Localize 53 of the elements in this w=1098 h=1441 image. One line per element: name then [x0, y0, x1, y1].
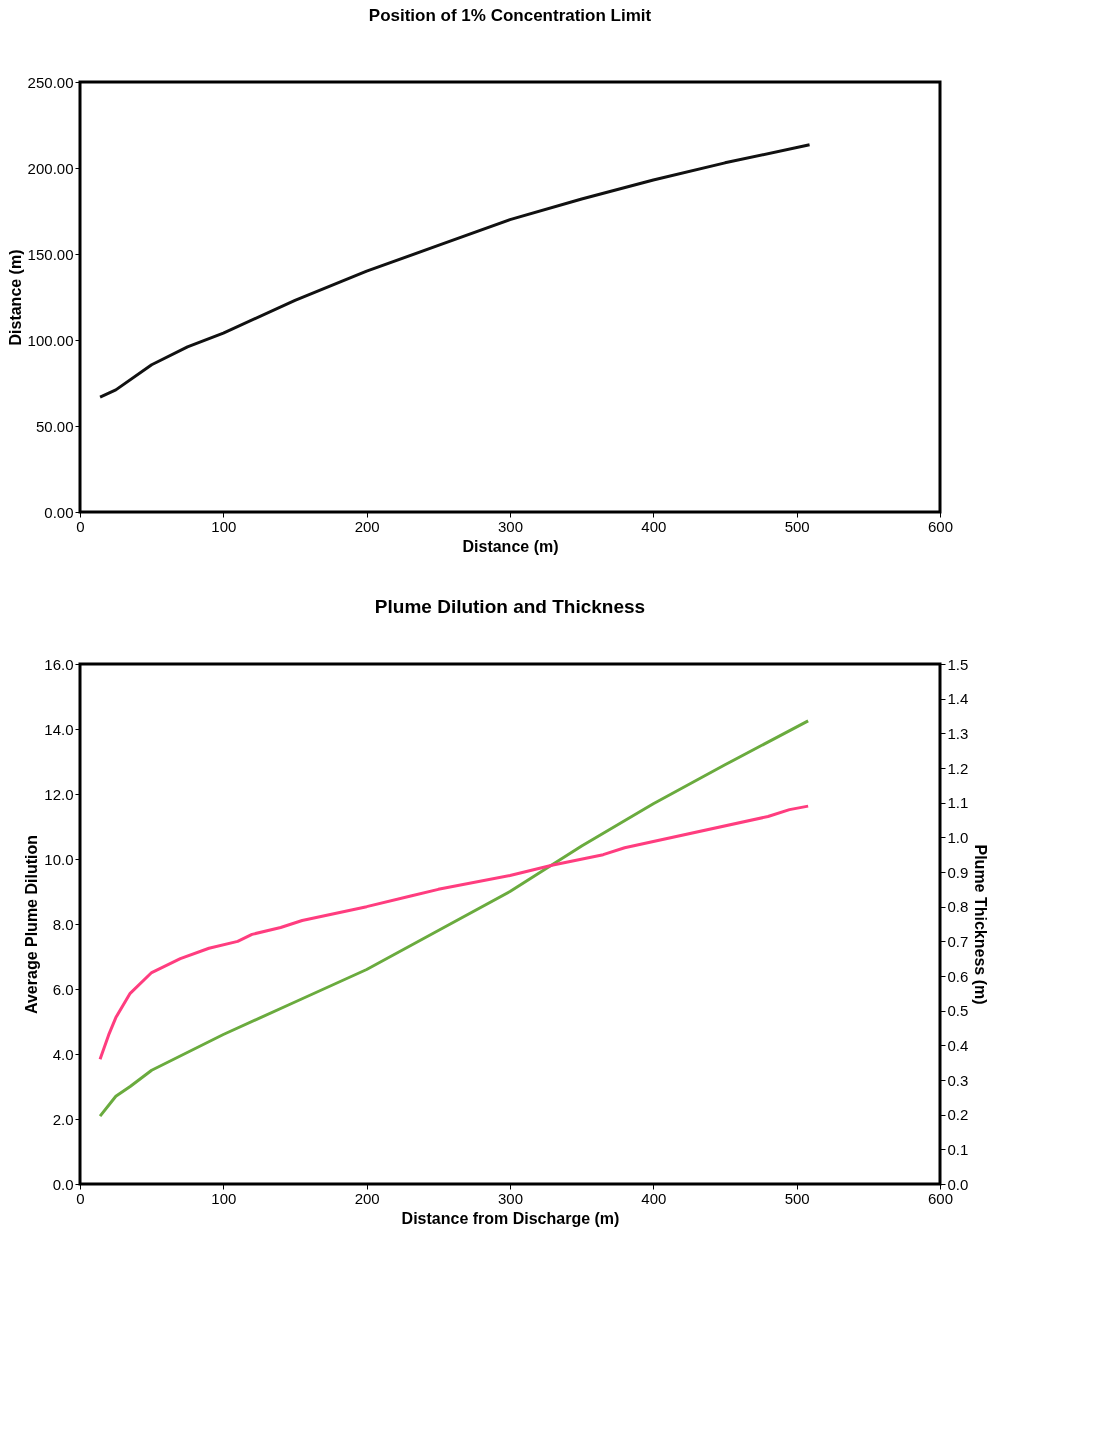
x-axis-title: Distance (m): [462, 537, 559, 555]
y2-tick-label: 1.1: [947, 794, 969, 812]
chart-title: Plume Dilution and Thickness: [374, 596, 646, 617]
x-tick-label: 500: [784, 1189, 810, 1207]
y-tick-label: 150.00: [27, 245, 74, 263]
x-tick-label: 200: [354, 1189, 380, 1207]
y2-tick-label: 0.5: [947, 1002, 969, 1020]
y2-tick-label: 0.7: [947, 932, 969, 950]
x-tick-label: 0: [76, 1189, 85, 1207]
y2-tick-label: 0.3: [947, 1071, 969, 1089]
y2-tick-label: 0.1: [947, 1140, 969, 1158]
x-tick-label: 500: [784, 517, 810, 535]
y-tick-label: 10.0: [44, 850, 74, 868]
x-tick-label: 200: [354, 517, 380, 535]
line-series: [98, 719, 810, 1118]
y-tick-label: 200.00: [27, 159, 74, 177]
y2-tick-label: 1.4: [947, 690, 969, 708]
y2-tick-label: 0.2: [947, 1106, 969, 1124]
y2-tick-label: 0.6: [947, 967, 969, 985]
y2-tick-label: 0.9: [947, 863, 969, 881]
line-series: [98, 143, 812, 399]
y2-tick-label: 1.2: [947, 759, 969, 777]
y-tick-label: 6.0: [52, 980, 74, 998]
y-tick-label: 14.0: [44, 720, 74, 738]
y-tick-label: 2.0: [52, 1110, 74, 1128]
y2-tick-label: 1.3: [947, 724, 969, 742]
y-tick-label: 250.00: [27, 73, 74, 91]
y2-tick-label: 0.8: [947, 898, 969, 916]
x-tick-label: 100: [211, 517, 237, 535]
chart-title: Position of 1% Concentration Limit: [368, 6, 652, 25]
x-tick-label: 600: [927, 517, 954, 535]
y-tick-label: 0.0: [52, 1175, 74, 1193]
y2-tick-label: 1.5: [947, 655, 969, 673]
x-tick-label: 100: [211, 1189, 237, 1207]
y2-tick-label: 1.0: [947, 828, 969, 846]
y-axis-title: Distance (m): [6, 249, 24, 346]
x-tick-label: 400: [641, 1189, 667, 1207]
x-tick-label: 0: [76, 517, 85, 535]
y2-axis-title: Plume Thickness (m): [972, 844, 990, 1005]
y-tick-label: 50.00: [35, 417, 74, 435]
y-tick-label: 8.0: [52, 915, 74, 933]
y-tick-label: 4.0: [52, 1045, 74, 1063]
line-series: [98, 804, 810, 1061]
y-tick-label: 12.0: [44, 785, 74, 803]
x-tick-label: 300: [497, 517, 524, 535]
y-tick-label: 100.00: [27, 331, 74, 349]
x-tick-label: 400: [641, 517, 667, 535]
x-tick-label: 300: [497, 1189, 524, 1207]
y-tick-label: 0.00: [44, 503, 74, 521]
y2-tick-label: 0.4: [947, 1036, 969, 1054]
y-tick-label: 16.0: [44, 655, 74, 673]
y-axis-title: Average Plume Dilution: [23, 835, 41, 1014]
x-axis-title: Distance from Discharge (m): [401, 1209, 620, 1227]
